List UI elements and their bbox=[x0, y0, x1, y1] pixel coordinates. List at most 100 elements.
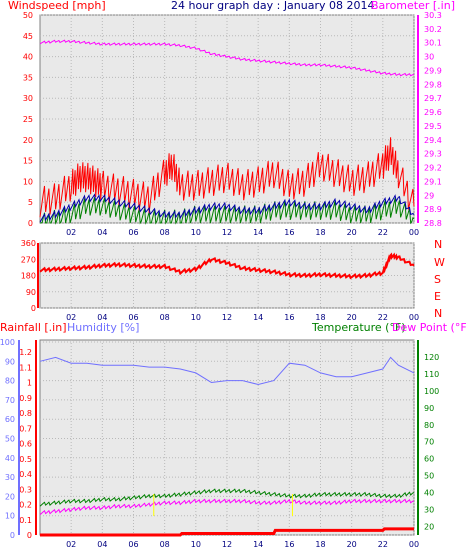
humidity-series bbox=[39, 356, 415, 386]
direction-tick-label: 90 bbox=[26, 288, 36, 297]
dir-letter-3: E bbox=[434, 290, 441, 303]
rain-tick-label: 0.4 bbox=[19, 470, 32, 479]
dewpoint-series bbox=[39, 498, 414, 516]
temperature-tick-label: 60 bbox=[424, 455, 434, 464]
rain-series bbox=[40, 527, 414, 537]
x-tick-label: 12 bbox=[222, 313, 232, 322]
rain-axis-title: Rainfall [.in] bbox=[0, 321, 67, 334]
temperature-tick-label: 50 bbox=[424, 472, 434, 481]
x-tick-label: 14 bbox=[253, 228, 263, 237]
humidity-tick-label: 60 bbox=[5, 415, 15, 424]
barometer-tick-label: 29.8 bbox=[424, 80, 442, 89]
humidity-tick-label: 30 bbox=[5, 473, 15, 482]
barometer-tick-label: 28.8 bbox=[424, 219, 442, 228]
x-tick-label: 02 bbox=[66, 228, 76, 237]
dewpoint-axis-title: Dew Point (°F) bbox=[392, 321, 466, 334]
wind-tick-label: 30 bbox=[23, 94, 33, 103]
barometer-tick-label: 29.2 bbox=[424, 164, 442, 173]
tick-labels: 0510152025303540455028.828.92929.129.229… bbox=[0, 11, 442, 549]
dir-letter-0: N bbox=[434, 238, 442, 251]
barometer-tick-label: 29.1 bbox=[424, 177, 442, 186]
wind-tick-label: 25 bbox=[23, 115, 33, 124]
wind-speed-series bbox=[40, 197, 415, 225]
wind-axis-title: Windspeed [mph] bbox=[8, 0, 106, 12]
rain-tick-label: 0.8 bbox=[19, 409, 32, 418]
rain-tick-label: 0 bbox=[27, 531, 32, 540]
wind-tick-label: 10 bbox=[23, 177, 33, 186]
direction-tick-label: 270 bbox=[21, 255, 36, 264]
x-tick-label: 04 bbox=[97, 313, 107, 322]
dir-letter-2: S bbox=[434, 273, 441, 286]
temperature-tick-label: 80 bbox=[424, 421, 434, 430]
barometer-tick-label: 30.1 bbox=[424, 39, 442, 48]
wind-tick-label: 5 bbox=[28, 198, 33, 207]
wind-tick-label: 50 bbox=[23, 11, 33, 20]
temperature-axis-title: Temperature (°F) bbox=[311, 321, 406, 334]
x-tick-label: 12 bbox=[222, 540, 232, 549]
barometer-tick-label: 30 bbox=[424, 53, 434, 62]
barometer-tick-label: 30.3 bbox=[424, 11, 442, 20]
humidity-axis-title: Humidity [%] bbox=[67, 321, 139, 334]
humidity-tick-label: 0 bbox=[10, 531, 15, 540]
x-tick-label: 18 bbox=[315, 313, 325, 322]
temperature-tick-label: 40 bbox=[424, 489, 434, 498]
rain-tick-label: 1 bbox=[27, 379, 32, 388]
temperature-series bbox=[39, 488, 415, 507]
x-tick-label: 14 bbox=[253, 313, 263, 322]
barometer-tick-label: 29.9 bbox=[424, 66, 442, 75]
temperature-tick-label: 100 bbox=[424, 387, 439, 396]
x-tick-label: 10 bbox=[191, 313, 201, 322]
x-tick-label: 18 bbox=[315, 540, 325, 549]
barometer-tick-label: 29.7 bbox=[424, 94, 442, 103]
x-tick-label: 02 bbox=[66, 540, 76, 549]
x-tick-label: 22 bbox=[378, 228, 388, 237]
wind-tick-label: 0 bbox=[28, 219, 33, 228]
humidity-tick-label: 80 bbox=[5, 377, 15, 386]
barometer-tick-label: 29 bbox=[424, 191, 434, 200]
rain-tick-label: 1.1 bbox=[19, 363, 32, 372]
barometer-tick-label: 30.2 bbox=[424, 25, 442, 34]
wind-tick-label: 40 bbox=[23, 53, 33, 62]
x-tick-label: 22 bbox=[378, 313, 388, 322]
barometer-tick-label: 29.5 bbox=[424, 122, 442, 131]
x-tick-label: 00 bbox=[409, 313, 419, 322]
wind-gust-series bbox=[39, 137, 415, 218]
rain-tick-label: 0.5 bbox=[19, 455, 32, 464]
temperature-tick-label: 30 bbox=[424, 506, 434, 515]
x-tick-label: 06 bbox=[128, 313, 138, 322]
temperature-tick-label: 20 bbox=[424, 523, 434, 532]
barometer-tick-label: 29.3 bbox=[424, 150, 442, 159]
wind-average-series bbox=[39, 193, 415, 223]
wind-direction-series bbox=[39, 252, 415, 280]
rain-tick-label: 1.2 bbox=[19, 348, 32, 357]
direction-tick-label: 0 bbox=[31, 304, 36, 313]
x-tick-label: 16 bbox=[284, 313, 294, 322]
x-tick-label: 08 bbox=[160, 228, 170, 237]
chart-title: 24 hour graph day : January 08 2014 bbox=[171, 0, 375, 12]
temperature-tick-label: 110 bbox=[424, 370, 439, 379]
x-tick-label: 04 bbox=[97, 228, 107, 237]
wind-tick-label: 35 bbox=[23, 73, 33, 82]
rain-tick-label: 0.6 bbox=[19, 440, 32, 449]
x-tick-label: 06 bbox=[128, 228, 138, 237]
humidity-tick-label: 100 bbox=[0, 338, 15, 347]
dir-letter-1: W bbox=[434, 256, 445, 269]
x-tick-label: 08 bbox=[160, 313, 170, 322]
x-tick-label: 20 bbox=[347, 313, 357, 322]
chart-marks bbox=[39, 39, 415, 537]
wind-tick-label: 15 bbox=[23, 157, 33, 166]
x-tick-label: 20 bbox=[347, 228, 357, 237]
x-tick-label: 06 bbox=[128, 540, 138, 549]
barometer-tick-label: 29.6 bbox=[424, 108, 442, 117]
wind-tick-label: 20 bbox=[23, 136, 33, 145]
rain-tick-label: 0.9 bbox=[19, 394, 32, 403]
rain-tick-label: 0.3 bbox=[19, 485, 32, 494]
barometer-series bbox=[39, 39, 414, 77]
humidity-tick-label: 40 bbox=[5, 454, 15, 463]
x-tick-label: 02 bbox=[66, 313, 76, 322]
x-tick-label: 22 bbox=[378, 540, 388, 549]
x-tick-label: 14 bbox=[253, 540, 263, 549]
rain-tick-label: 0.1 bbox=[19, 516, 32, 525]
temperature-tick-label: 70 bbox=[424, 438, 434, 447]
